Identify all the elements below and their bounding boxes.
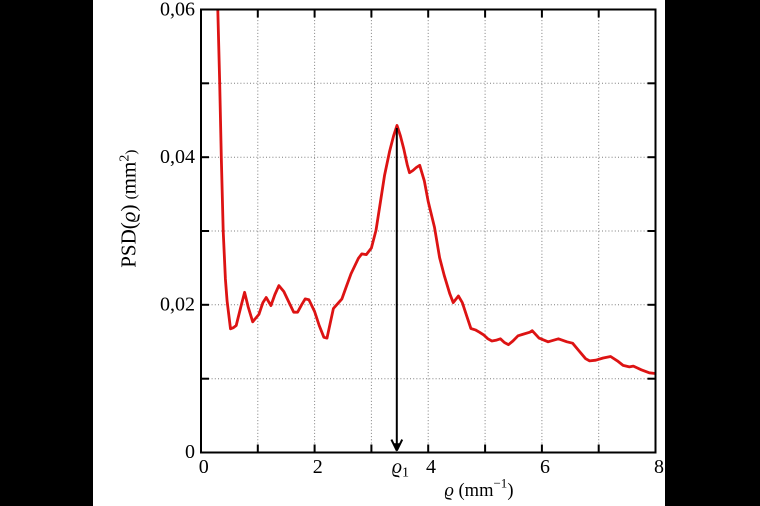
svg-text:ϱ1: ϱ1 [392, 456, 409, 481]
svg-text:PSD(ϱ) (mm2): PSD(ϱ) (mm2) [117, 150, 141, 268]
svg-text:8: 8 [654, 456, 664, 478]
svg-text:0,06: 0,06 [160, 0, 195, 20]
svg-text:2: 2 [313, 456, 323, 478]
svg-text:0,02: 0,02 [160, 294, 195, 316]
svg-text:0: 0 [199, 456, 209, 478]
svg-text:4: 4 [426, 456, 436, 478]
svg-text:0: 0 [185, 441, 195, 463]
svg-text:0,04: 0,04 [160, 146, 195, 168]
svg-text:6: 6 [540, 456, 550, 478]
